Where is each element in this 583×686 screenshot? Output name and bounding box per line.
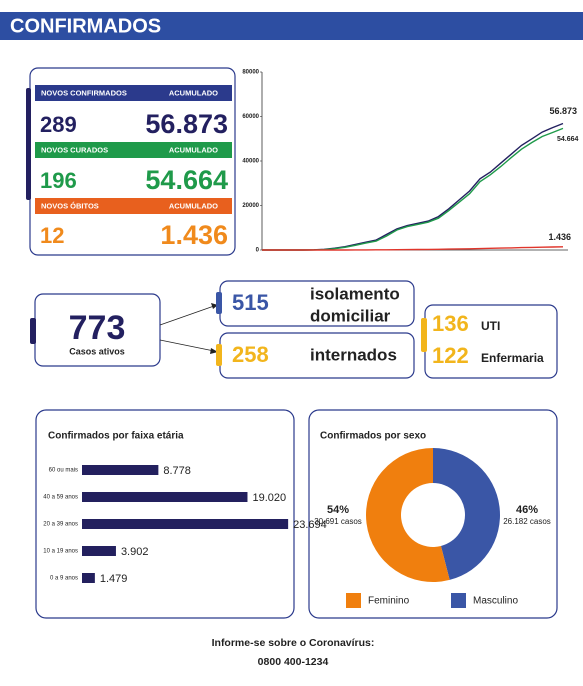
beds-label: UTI	[481, 319, 500, 333]
summary-new: 289	[40, 112, 77, 137]
bar-value-label: 19.020	[252, 492, 286, 504]
bar	[82, 492, 248, 502]
beds-value: 136	[432, 311, 469, 336]
legend-label: Masculino	[473, 596, 518, 607]
summary-acc-label: ACUMULADO	[169, 145, 218, 154]
chart-title: Confirmados por sexo	[320, 431, 426, 442]
arrow	[159, 339, 215, 352]
isolation-label: domiciliar	[310, 306, 391, 325]
summary-band	[35, 198, 232, 214]
summary-new: 196	[40, 168, 77, 193]
sex-box	[308, 409, 558, 619]
hospital-label: internados	[310, 345, 397, 364]
summary-band	[35, 85, 232, 101]
accent-bar	[216, 292, 222, 314]
hospital-value: 258	[232, 342, 269, 367]
isolation-value: 515	[232, 290, 269, 315]
pie-slice	[433, 448, 501, 580]
bar-value-label: 8.778	[163, 465, 191, 477]
summary-acc-label: ACUMULADO	[169, 88, 218, 97]
active-value: 773	[69, 309, 126, 347]
line-series	[262, 127, 564, 251]
bar	[82, 546, 116, 556]
summary-label: NOVOS CONFIRMADOS	[41, 88, 127, 97]
header-band	[0, 12, 583, 40]
summary-total: 56.873	[145, 109, 228, 139]
active-label: Casos ativos	[69, 346, 125, 356]
legend-label: Feminino	[368, 596, 410, 607]
pie-sub-label: 26.182 casos	[503, 517, 551, 526]
legend-swatch	[346, 593, 361, 608]
summary-total: 1.436	[160, 220, 228, 250]
bar-value-label: 23.694	[293, 519, 327, 531]
header-title: CONFIRMADOS	[10, 15, 161, 37]
accent-bar	[421, 318, 427, 352]
isolation-label: isolamento	[310, 284, 400, 303]
y-tick-label: 80000	[242, 70, 259, 76]
summary-new: 12	[40, 223, 64, 248]
beds-value: 122	[432, 343, 469, 368]
y-tick-label: 0	[256, 248, 260, 254]
footer-line: 0800 400-1234	[258, 656, 329, 668]
bar-category: 60 ou mais	[49, 468, 78, 474]
bar-value-label: 1.479	[100, 573, 128, 585]
age-box	[35, 409, 295, 619]
footer-line: Informe-se sobre o Coronavírus:	[212, 637, 375, 649]
end-label: 54.664	[557, 136, 579, 143]
y-tick-label: 60000	[242, 114, 259, 120]
end-label: 1.436	[548, 232, 571, 242]
summary-total: 54.664	[145, 165, 228, 195]
pie-sub-label: 30.691 casos	[314, 517, 362, 526]
bar	[82, 465, 159, 475]
bar	[82, 573, 95, 583]
bar-category: 10 a 19 anos	[43, 549, 78, 555]
bar-category: 20 a 39 anos	[43, 522, 78, 528]
end-label: 56.873	[549, 106, 577, 116]
line-series	[262, 246, 564, 251]
accent-bar	[26, 88, 31, 200]
bar-category: 40 a 59 anos	[43, 495, 78, 501]
bar-value-label: 3.902	[121, 546, 149, 558]
accent-bar	[30, 318, 36, 344]
bar-category: 0 a 9 anos	[50, 576, 78, 582]
beds-label: Enfermaria	[481, 351, 544, 365]
arrow	[159, 305, 215, 326]
accent-bar	[216, 344, 222, 366]
summary-acc-label: ACUMULADO	[169, 201, 218, 210]
summary-label: NOVOS ÓBITOS	[41, 201, 99, 210]
pie-value-label: 54%	[327, 504, 349, 516]
pie-value-label: 46%	[516, 504, 538, 516]
pie-slice	[366, 448, 450, 582]
legend-swatch	[451, 593, 466, 608]
summary-label: NOVOS CURADOS	[41, 145, 108, 154]
line-series	[262, 122, 564, 251]
y-tick-label: 40000	[242, 159, 259, 165]
y-tick-label: 20000	[242, 203, 259, 209]
summary-band	[35, 142, 232, 158]
chart-title: Confirmados por faixa etária	[48, 431, 184, 442]
bar	[82, 519, 289, 529]
